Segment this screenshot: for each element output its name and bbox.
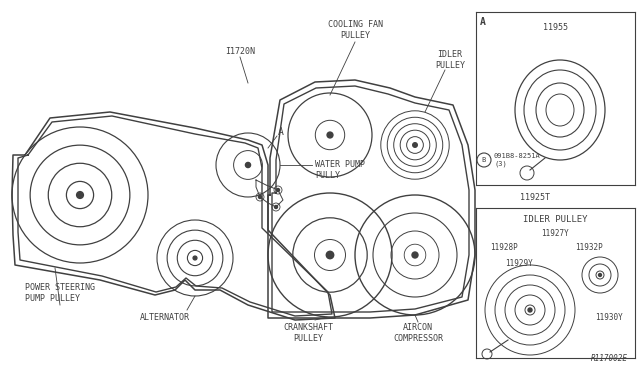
Circle shape (327, 132, 333, 138)
Text: POWER STEERING
PUMP PULLEY: POWER STEERING PUMP PULLEY (25, 283, 95, 303)
Circle shape (413, 143, 417, 147)
Text: AIRCON
COMPRESSOR: AIRCON COMPRESSOR (393, 323, 443, 343)
Text: B: B (482, 157, 486, 163)
Circle shape (598, 273, 602, 276)
Text: 11925T: 11925T (520, 193, 550, 202)
Text: IDLER
PULLEY: IDLER PULLEY (435, 50, 465, 70)
Text: I1720N: I1720N (225, 48, 255, 57)
Circle shape (326, 251, 333, 259)
Text: IDLER PULLEY: IDLER PULLEY (523, 215, 588, 224)
Circle shape (276, 189, 280, 192)
Circle shape (259, 196, 262, 199)
Circle shape (412, 252, 418, 258)
Circle shape (77, 192, 83, 198)
Circle shape (528, 308, 532, 312)
Text: 11929Y: 11929Y (505, 259, 532, 267)
Circle shape (246, 163, 251, 167)
Text: 11932P: 11932P (575, 244, 603, 253)
Text: 11930Y: 11930Y (595, 314, 623, 323)
Text: 11927Y: 11927Y (541, 228, 569, 237)
Text: 091B8-8251A
(3): 091B8-8251A (3) (494, 153, 541, 167)
Text: WATER PUMP
PULLY: WATER PUMP PULLY (315, 160, 365, 180)
Circle shape (193, 256, 197, 260)
Text: COOLING FAN
PULLEY: COOLING FAN PULLEY (328, 20, 383, 40)
Text: 11928P: 11928P (490, 244, 518, 253)
Text: CRANKSHAFT
PULLEY: CRANKSHAFT PULLEY (283, 323, 333, 343)
Text: 11955: 11955 (543, 23, 568, 32)
Text: R117002E: R117002E (591, 354, 628, 363)
Circle shape (275, 205, 278, 208)
Text: A: A (278, 127, 284, 137)
Text: ALTERNATOR: ALTERNATOR (140, 314, 190, 323)
Text: A: A (480, 17, 486, 27)
